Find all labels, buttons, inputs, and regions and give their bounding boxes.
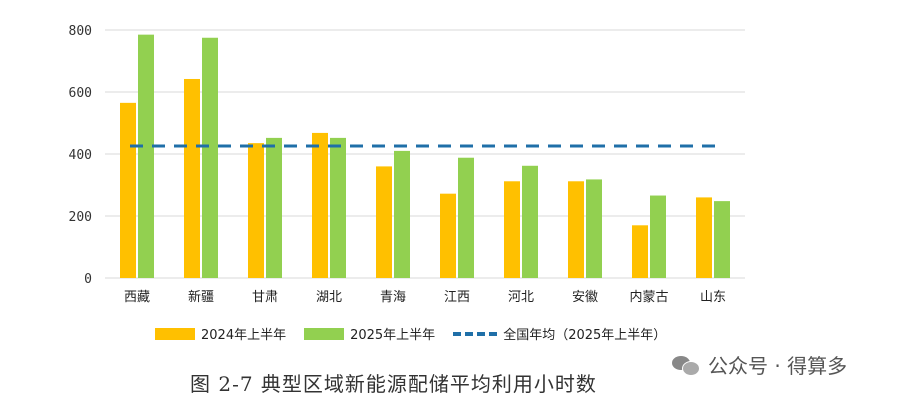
legend-label-national-average: 全国年均（2025年上半年） [503, 328, 667, 343]
legend: 2024年上半年 2025年上半年 全国年均（2025年上半年） [155, 324, 666, 343]
legend-swatch-2025 [304, 327, 345, 340]
bar-2025 [394, 150, 410, 278]
bar-2025 [714, 201, 730, 278]
watermark: 公众号 · 得算多 [672, 350, 847, 379]
x-tick-label: 青海 [380, 290, 406, 305]
legend-label-2024: 2024年上半年 [201, 328, 287, 343]
bar-2024 [248, 143, 264, 278]
legend-item-2024: 2024年上半年 [155, 324, 286, 343]
wechat-icon [672, 354, 700, 376]
watermark-label: 公众号 · 得算多 [708, 354, 848, 378]
legend-label-2025: 2025年上半年 [350, 328, 436, 343]
bar-2025 [458, 157, 474, 278]
legend-swatch-2024 [155, 327, 195, 340]
bar-2024 [440, 193, 456, 278]
bar-2025 [330, 137, 346, 278]
y-tick-label: 400 [69, 148, 92, 163]
x-tick-label: 新疆 [188, 289, 214, 305]
y-tick-label: 800 [69, 24, 92, 39]
x-tick-label: 江西 [444, 290, 470, 305]
bar-2024 [312, 132, 328, 278]
bar-2025 [650, 195, 666, 278]
legend-item-national-average: 全国年均（2025年上半年） [453, 324, 666, 343]
y-tick-label: 0 [84, 272, 92, 287]
bar-2024 [504, 181, 520, 278]
legend-swatch-national-average [453, 331, 498, 336]
figure-caption: 图 2-7 典型区域新能源配储平均利用小时数 [190, 372, 597, 396]
bar-2025 [266, 137, 282, 278]
legend-item-2025: 2025年上半年 [304, 324, 435, 343]
bar-2024 [696, 197, 712, 278]
bar-2024 [376, 166, 392, 278]
x-tick-label: 河北 [508, 290, 534, 305]
bar-2025 [202, 37, 218, 278]
x-tick-label: 安徽 [572, 290, 598, 305]
y-tick-label: 600 [69, 86, 92, 101]
bar-2024 [632, 225, 648, 278]
chart: 0 200 400 600 800 西藏 新疆 甘肃 湖北 青海 江西 河北 安徽 内蒙古 山东 [69, 24, 745, 305]
bar-2025 [586, 179, 602, 278]
x-tick-label: 内蒙古 [629, 289, 668, 305]
bar-2025 [522, 165, 538, 278]
x-tick-label: 甘肃 [252, 290, 278, 305]
bar-2024 [120, 102, 136, 278]
x-tick-label: 山东 [700, 290, 726, 305]
x-tick-label: 湖北 [316, 290, 342, 305]
bar-2024 [184, 78, 200, 278]
y-tick-label: 200 [69, 210, 92, 225]
x-tick-label: 西藏 [124, 290, 150, 305]
bar-2024 [568, 181, 584, 278]
bar-2025 [138, 34, 154, 279]
